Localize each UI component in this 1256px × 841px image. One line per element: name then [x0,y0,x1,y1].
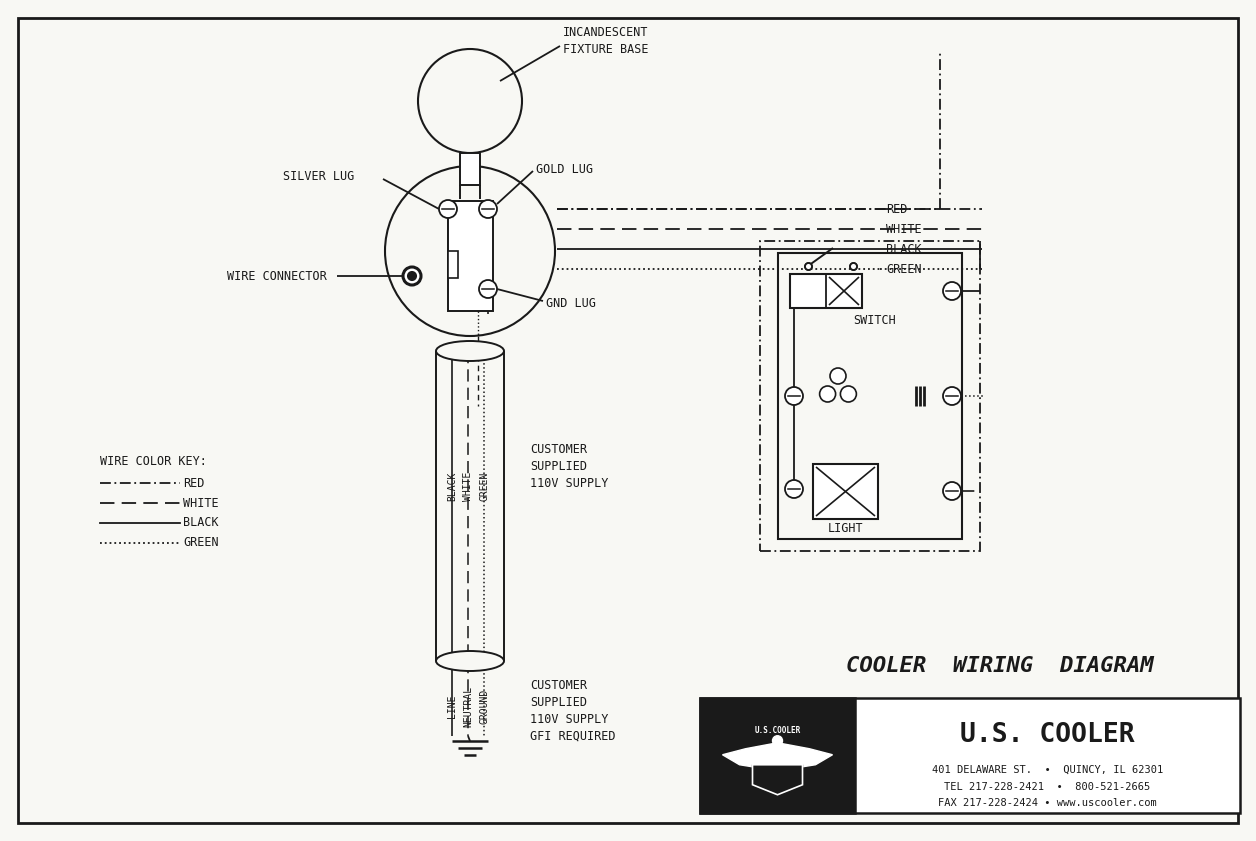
Text: GREEN: GREEN [479,471,489,500]
Circle shape [479,280,497,298]
Text: GREEN: GREEN [183,537,219,549]
Circle shape [785,387,803,405]
Circle shape [820,386,835,402]
Text: COOLER  WIRING  DIAGRAM: COOLER WIRING DIAGRAM [847,656,1154,676]
Text: GND LUG: GND LUG [546,297,595,309]
Bar [813,464,878,519]
Text: WHITE: WHITE [183,496,219,510]
Text: RED: RED [885,203,907,215]
Bar [760,241,980,551]
Bar [448,201,494,311]
Text: BLACK: BLACK [183,516,219,530]
Circle shape [772,736,782,746]
Text: WIRE COLOR KEY:: WIRE COLOR KEY: [100,454,207,468]
Text: GREEN: GREEN [885,262,922,276]
Text: WHITE: WHITE [463,471,474,500]
Text: NEUTRAL: NEUTRAL [463,685,474,727]
Polygon shape [722,743,833,770]
Text: LIGHT: LIGHT [828,522,863,536]
Text: LINE: LINE [447,695,457,717]
Bar [790,274,862,308]
Circle shape [408,272,416,280]
Text: SWITCH: SWITCH [854,314,897,326]
Circle shape [943,482,961,500]
Text: RED: RED [183,477,205,489]
Circle shape [479,200,497,218]
Text: WIRE CONNECTOR: WIRE CONNECTOR [227,269,327,283]
Circle shape [840,386,857,402]
Circle shape [440,200,457,218]
Text: U.S.COOLER: U.S.COOLER [755,726,800,735]
Text: CUSTOMER
SUPPLIED
110V SUPPLY: CUSTOMER SUPPLIED 110V SUPPLY [530,442,608,489]
Text: U.S. COOLER: U.S. COOLER [960,722,1135,748]
Bar [700,698,1240,813]
Text: BLACK: BLACK [447,471,457,500]
Ellipse shape [436,341,504,361]
Polygon shape [752,764,803,795]
Bar [448,251,458,278]
Circle shape [830,368,847,384]
Circle shape [943,387,961,405]
Text: GOLD LUG: GOLD LUG [536,162,593,176]
Text: TEL 217-228-2421  •  800-521-2665: TEL 217-228-2421 • 800-521-2665 [945,781,1150,791]
Bar [460,153,480,185]
Text: 401 DELAWARE ST.  •  QUINCY, IL 62301: 401 DELAWARE ST. • QUINCY, IL 62301 [932,764,1163,775]
Text: FAX 217-228-2424 • www.uscooler.com: FAX 217-228-2424 • www.uscooler.com [938,797,1157,807]
Text: WHITE: WHITE [885,223,922,235]
Bar [700,698,855,813]
Text: GROUND: GROUND [479,689,489,723]
Ellipse shape [436,651,504,671]
Text: BLACK: BLACK [885,242,922,256]
Circle shape [403,267,421,285]
Text: CUSTOMER
SUPPLIED
110V SUPPLY
GFI REQUIRED: CUSTOMER SUPPLIED 110V SUPPLY GFI REQUIR… [530,679,615,743]
Bar [777,253,962,539]
Circle shape [943,282,961,300]
Circle shape [785,480,803,498]
Text: INCANDESCENT
FIXTURE BASE: INCANDESCENT FIXTURE BASE [563,26,648,56]
Text: SILVER LUG: SILVER LUG [283,170,354,182]
